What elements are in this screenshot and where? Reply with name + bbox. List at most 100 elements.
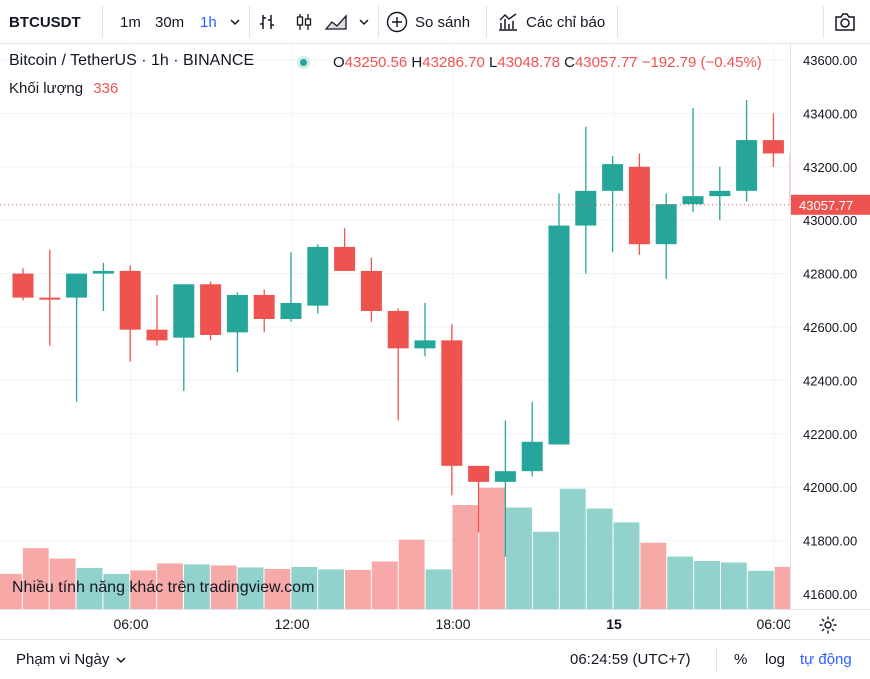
candle-body [173,284,194,337]
date-range-label: Phạm vi Ngày [16,651,109,668]
divider [716,648,717,672]
candle-body [522,442,543,471]
chevron-down-icon [229,16,241,28]
time-tick-label: 15 [606,616,622,632]
volume-bar [640,543,666,609]
chart-pane[interactable]: Bitcoin / TetherUS · 1h · BINANCE O43250… [0,44,790,609]
volume-bar [667,557,693,609]
price-tick-label: 42800.00 [803,267,857,282]
log-toggle[interactable]: log [765,640,785,679]
interval-dropdown[interactable] [229,0,241,44]
compare-button[interactable]: So sánh [386,0,470,44]
candle-body [334,247,355,271]
candle-body [227,295,248,332]
close-label: C [564,54,575,71]
candle-body [468,466,489,482]
watermark[interactable]: Nhiều tính năng khác trên tradingview.co… [12,579,314,597]
price-axis-labels: 43600.0043400.0043200.0043000.0042800.00… [791,44,870,609]
indicators-button[interactable]: Các chỉ báo [497,0,605,44]
candle-body [575,191,596,226]
volume-bar [533,532,559,609]
candle-body [602,164,623,191]
divider [486,6,487,38]
percent-toggle[interactable]: % [734,640,747,679]
area-style-button[interactable] [324,0,348,44]
divider [617,6,618,38]
time-tick-label: 06:00 [113,616,148,632]
volume-bar [560,489,586,609]
open-value: 43250.56 [345,54,408,71]
symbol-title: Bitcoin / TetherUS · 1h · BINANCE [9,52,254,69]
price-tick-label: 42600.00 [803,320,857,335]
volume-bar [775,567,790,609]
candle-body [361,271,382,311]
screenshot-button[interactable] [834,0,856,44]
candlestick-chart[interactable] [0,44,790,609]
bar-style-button[interactable] [258,0,278,44]
candle-body [254,295,275,319]
low-value: 43048.78 [497,54,560,71]
time-tick-label: 06:00 [756,616,790,632]
divider [378,6,379,38]
price-tick-label: 43200.00 [803,160,857,175]
volume-bar [345,570,371,609]
chart-type-dropdown[interactable] [358,0,370,44]
price-tick-label: 43400.00 [803,106,857,121]
volume-bar [372,561,398,609]
indicators-icon [497,12,519,32]
volume-bar [318,569,344,609]
candle-body [549,226,570,445]
high-value: 43286.70 [422,54,485,71]
divider [249,6,250,38]
interval-1m[interactable]: 1m [120,0,141,44]
volume-bar [399,540,425,609]
volume-bar [748,571,774,609]
candle-body [441,340,462,465]
symbol-search[interactable]: BTCUSDT [9,0,81,44]
candle-body [93,271,114,274]
candles-icon [294,12,314,32]
candle-body [629,167,650,244]
candle-body [495,471,516,482]
volume-bar [694,561,720,609]
price-tick-label: 42400.00 [803,373,857,388]
compare-label: So sánh [415,14,470,31]
interval-30m[interactable]: 30m [155,0,184,44]
settings-button[interactable] [818,615,838,640]
volume-bar [479,488,505,609]
last-price-label: 43057.77 [799,198,853,213]
market-status-icon[interactable] [297,56,310,69]
candle-body [307,247,328,306]
price-tick-label: 42000.00 [803,480,857,495]
candle-body [200,284,221,335]
candle-body [709,191,730,196]
volume-bar [506,508,532,609]
volume-label: Khối lượng [9,80,83,97]
chevron-down-icon [358,16,370,28]
candle-body [147,330,168,341]
volume-bar [614,522,640,609]
candles-style-button[interactable] [294,0,314,44]
interval-1h[interactable]: 1h [200,0,217,44]
divider [823,6,824,38]
volume-bar [452,505,478,609]
divider [102,6,103,38]
top-toolbar: BTCUSDT 1m 30m 1h So sánh Các chỉ báo [0,0,870,44]
bottom-bar: Phạm vi Ngày 06:24:59 (UTC+7) % log tự đ… [0,639,870,678]
gear-icon [818,615,838,635]
volume-value: 336 [93,80,118,97]
auto-toggle[interactable]: tự động [800,640,852,679]
candle-body [388,311,409,348]
clock-timezone[interactable]: 06:24:59 (UTC+7) [570,640,690,679]
chart-legend: Bitcoin / TetherUS · 1h · BINANCE [9,52,254,70]
price-tick-label: 43000.00 [803,213,857,228]
price-tick-label: 41800.00 [803,534,857,549]
date-range-button[interactable]: Phạm vi Ngày [16,640,127,679]
open-label: O [333,54,345,71]
volume-bar [721,562,747,609]
candle-body [656,204,677,244]
change-value: −192.79 (−0.45%) [642,54,762,71]
price-tick-label: 42200.00 [803,427,857,442]
